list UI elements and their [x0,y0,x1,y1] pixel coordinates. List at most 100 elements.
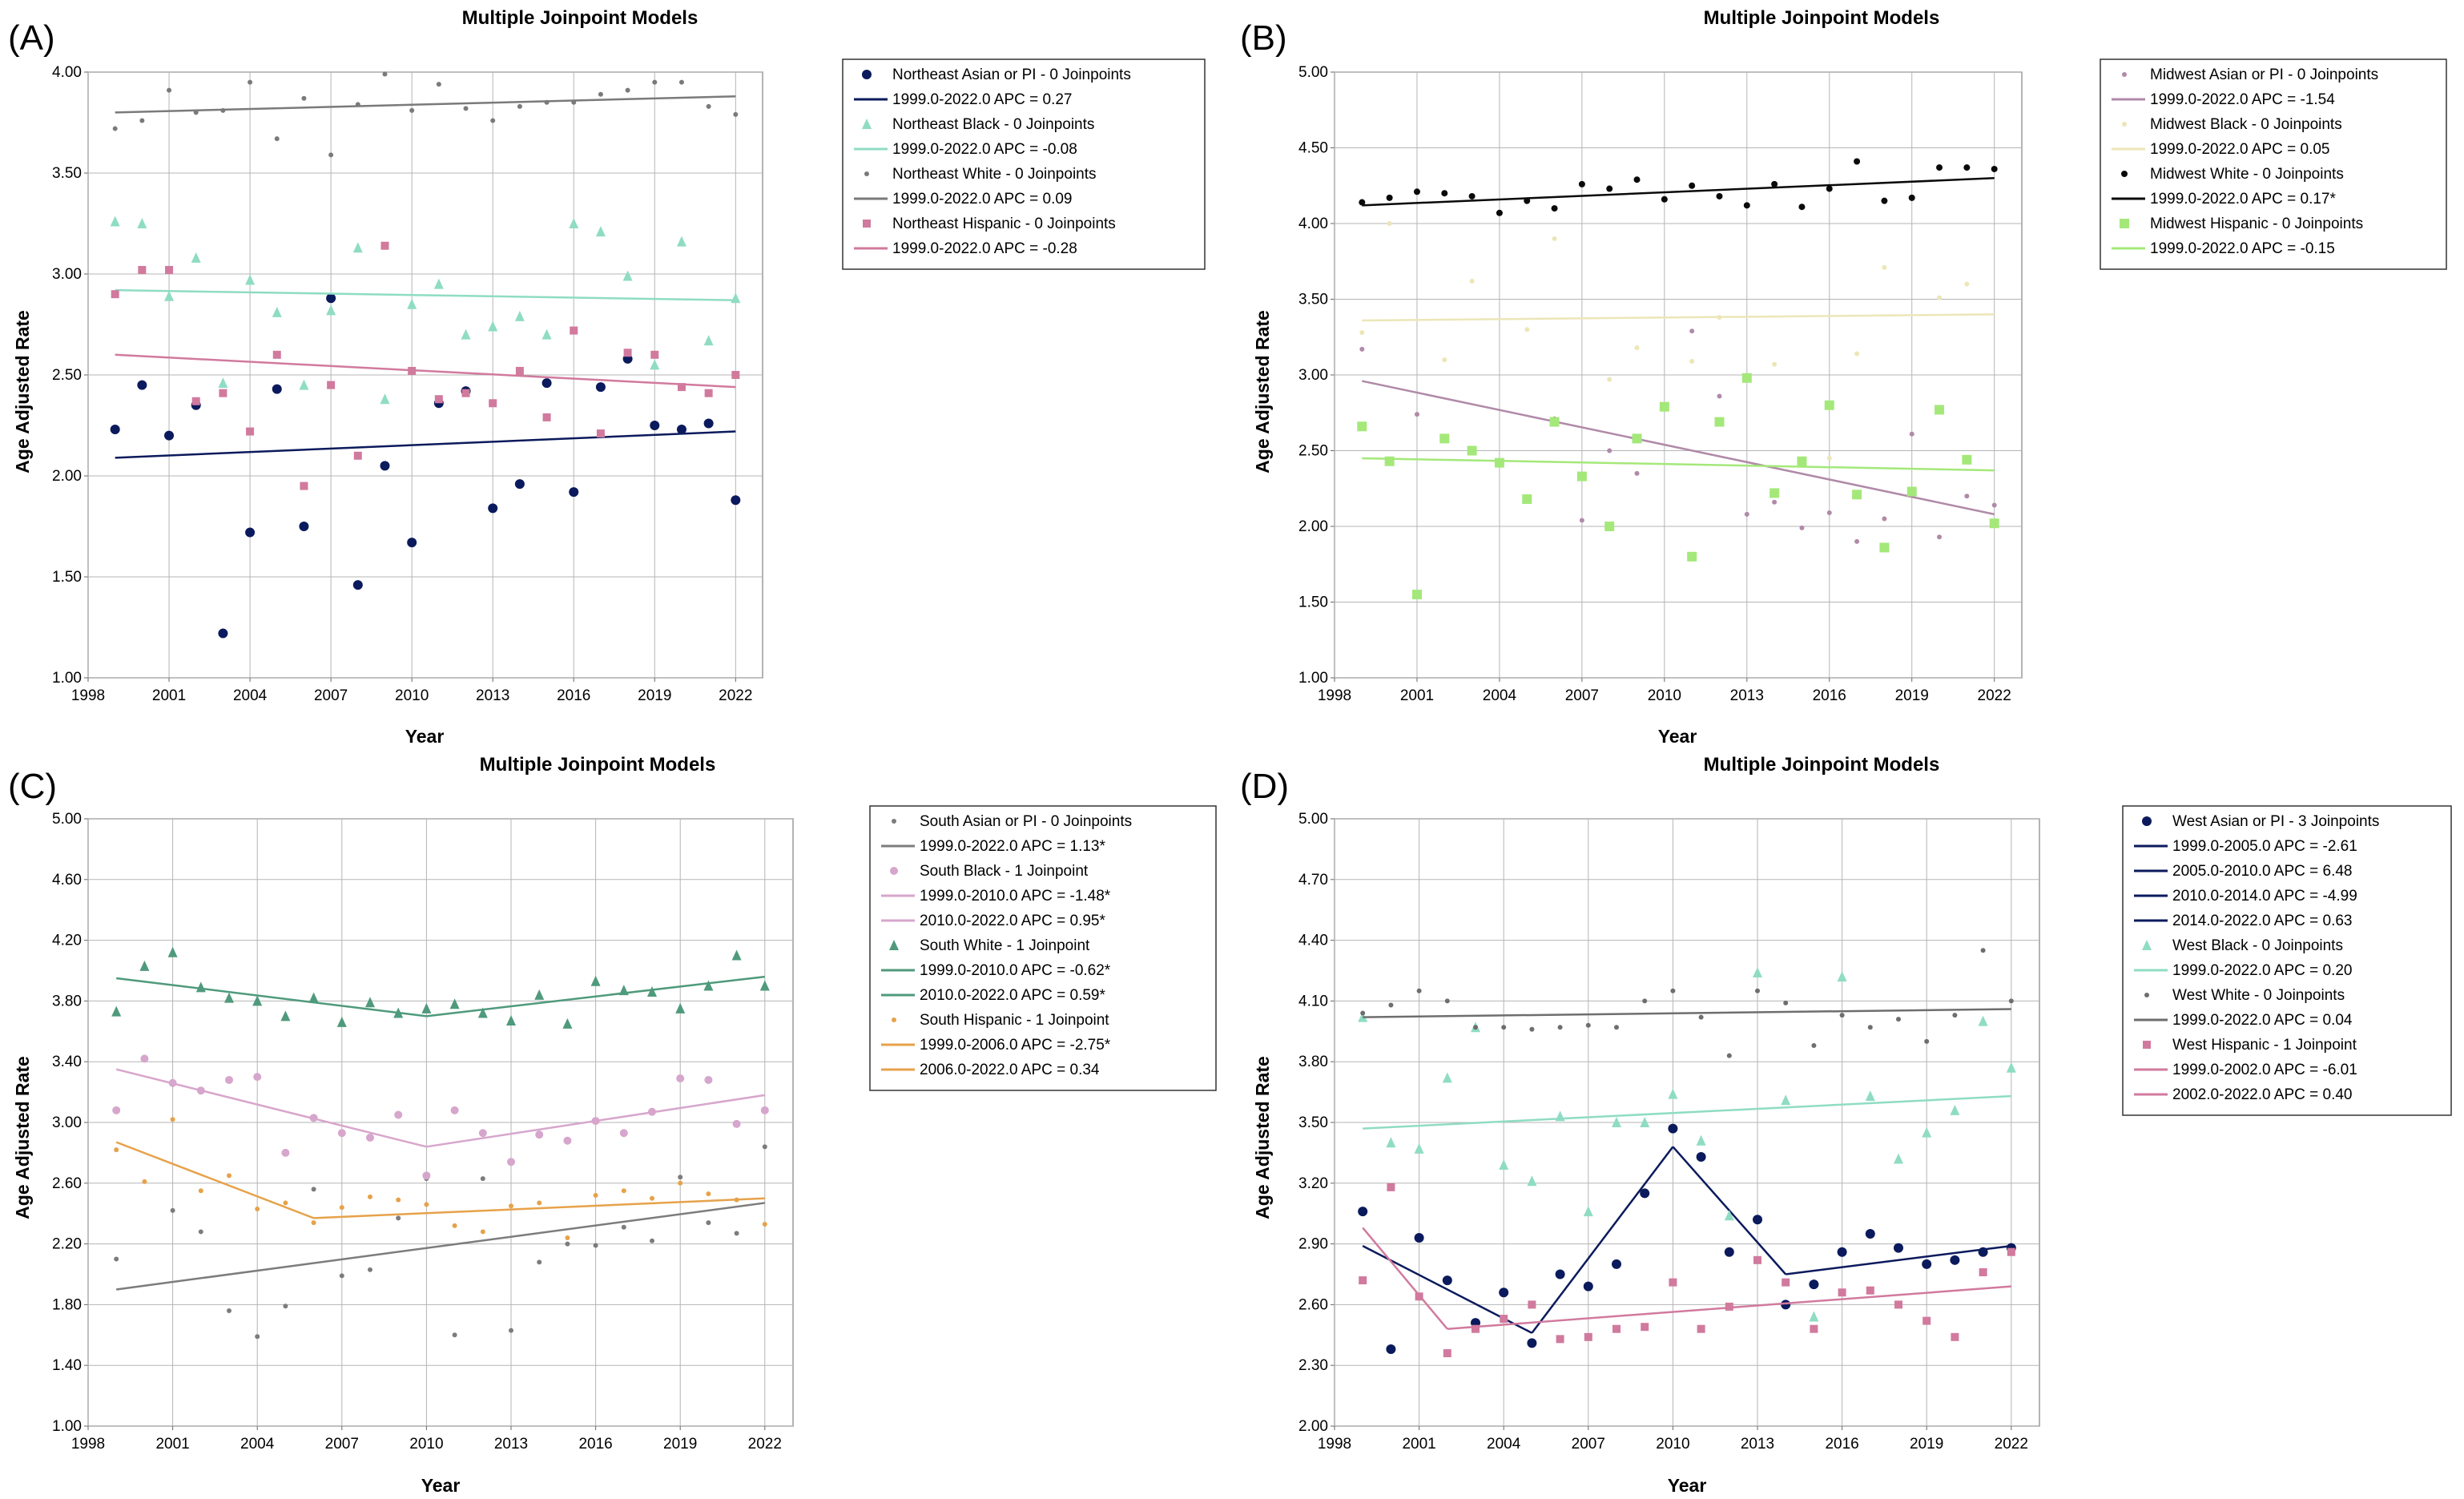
legend-fit-label: 1999.0-2022.0 APC = -1.54 [2150,91,2335,108]
data-point [623,349,632,357]
x-tick-label: 2010 [395,687,429,704]
chart-title-d: Multiple Joinpoint Models [1704,754,1940,776]
fit-line [116,977,427,1017]
chart-title-b: Multiple Joinpoint Models [1704,7,1940,29]
data-point [731,949,742,961]
data-point [1980,948,1986,953]
fit-line [1531,1146,1674,1334]
data-point [489,399,497,408]
data-point [706,1220,711,1226]
legend-fit-label: 1999.0-2010.0 APC = -0.62* [920,962,1111,979]
y-tick-label: 4.70 [1298,872,1328,889]
data-point [1979,1267,1987,1276]
series-d-3 [1359,1183,2015,1358]
data-point [112,1106,121,1114]
legend-series-label: Northeast Black - 0 Joinpoints [892,116,1094,133]
x-tick-label: 2019 [638,687,671,704]
data-point [1442,1275,1452,1286]
data-point [1640,1188,1650,1199]
data-point [1473,1025,1478,1030]
data-point [1989,518,1999,529]
data-point [139,118,145,123]
data-point [1937,534,1943,540]
data-point [1584,1332,1592,1341]
legend-fit-label: 1999.0-2022.0 APC = 0.04 [2172,1012,2353,1029]
data-point [352,580,363,590]
panel-b: (B) Multiple Joinpoint Models Year Age A… [1240,7,2447,747]
data-point [1358,1207,1368,1217]
data-point [1854,351,1860,357]
data-point [1496,209,1503,216]
data-point [1866,1286,1874,1295]
data-point [1472,1324,1480,1333]
data-point [1386,1137,1396,1148]
panel-a: (A) Multiple Joinpoint Models Year Age A… [8,7,1206,747]
data-point [1950,1255,1960,1265]
series-c-2 [111,946,770,1029]
data-point [1781,1094,1791,1106]
data-point [590,975,601,986]
y-tick-label: 1.80 [52,1296,82,1313]
data-point [1443,1349,1451,1358]
series-c-1 [112,1054,769,1180]
legend-marker [892,819,896,824]
data-point [1612,1117,1621,1127]
legend-d: West Asian or PI - 3 Joinpoints 1999.0-20… [2122,805,2452,1116]
data-point [1924,1038,1930,1044]
data-point [1642,998,1648,1004]
data-point [114,1256,119,1262]
data-point [300,482,308,490]
x-tick-label: 2001 [1402,1436,1435,1453]
x-tick-label: 2016 [557,687,590,704]
data-point [678,79,684,85]
data-point [407,298,417,309]
series-d-1 [1358,967,2016,1322]
data-point [703,335,714,346]
data-point [299,522,309,531]
x-tick-label: 2004 [233,687,268,704]
data-point [1552,236,1557,241]
legend-marker [2120,219,2129,228]
data-point [514,310,525,321]
data-point [1809,1311,1819,1322]
data-point [703,980,714,991]
data-point [478,1129,487,1138]
data-point [1714,417,1725,427]
legend-box [842,58,1206,270]
legend-fit-label: 2010.0-2014.0 APC = -4.99 [2172,888,2357,905]
data-point [477,1007,488,1018]
data-point [1687,551,1697,562]
x-tick-label: 2019 [1895,687,1929,704]
x-tick-label: 2010 [1648,687,1681,704]
legend-series-label: Midwest Black - 0 Joinpoints [2150,116,2342,133]
x-tick-label: 2004 [1483,687,1517,704]
data-point [1668,1088,1678,1099]
data-point [164,290,175,301]
data-point [1867,1025,1873,1030]
series-b-0 [1359,328,1997,544]
data-point [1826,510,1832,515]
legend-fit-label: 1999.0-2022.0 APC = -0.28 [892,240,1077,257]
data-point [433,278,444,289]
data-point [1772,499,1778,505]
y-tick-label: 3.00 [1298,367,1328,384]
data-point [165,265,174,274]
data-point [1640,1117,1650,1127]
y-tick-label: 1.00 [52,1418,82,1435]
panel-c: (C) Multiple Joinpoint Models Year Age A… [8,754,1217,1496]
data-point [1950,1104,1960,1115]
data-point [1578,180,1585,187]
data-point [1614,1025,1619,1030]
data-point [449,998,460,1009]
data-point [488,503,498,514]
legend-fit-label: 2010.0-2022.0 APC = 0.95* [920,913,1105,929]
data-point [1668,1123,1678,1134]
x-tick-label: 2004 [1487,1436,1521,1453]
data-point [1697,1324,1705,1333]
fit-line [426,1094,765,1148]
y-tick-label: 4.00 [1298,216,1328,232]
legend-fit-label: 2006.0-2022.0 APC = 0.34 [920,1062,1100,1078]
x-tick-label: 2016 [578,1436,612,1453]
data-point [311,1187,316,1192]
data-point [1881,197,1888,204]
